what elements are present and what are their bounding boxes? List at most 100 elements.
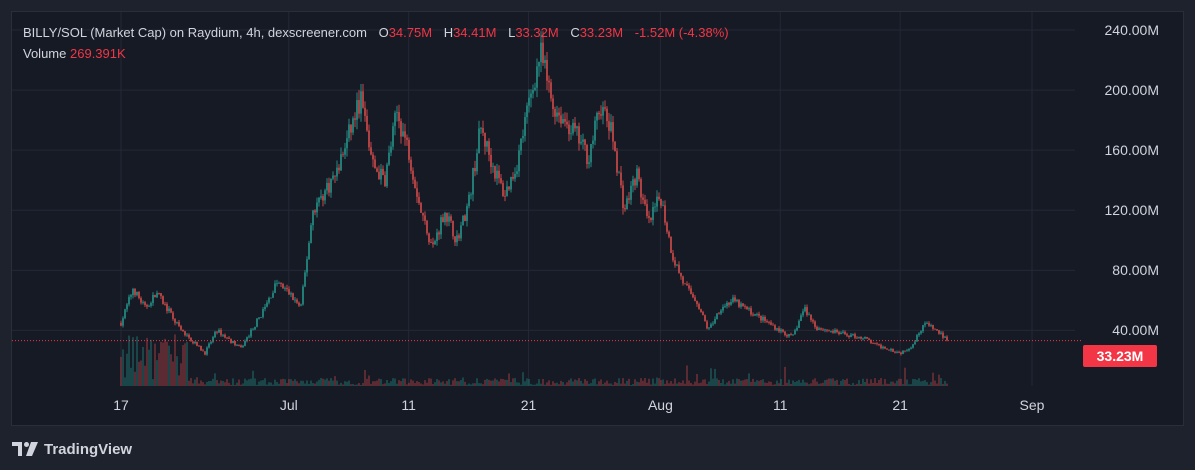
volume-bar: [506, 379, 508, 386]
volume-bar: [448, 379, 450, 386]
volume-bar: [232, 378, 234, 386]
volume-bar: [874, 378, 876, 386]
candle-body: [262, 309, 264, 318]
volume-bar: [196, 377, 198, 386]
candle-body: [584, 139, 586, 145]
candle-body: [342, 154, 344, 156]
volume-bar: [140, 360, 142, 386]
volume-bar: [728, 380, 730, 386]
y-tick-label: 240.00M: [1104, 22, 1159, 39]
legend-change-value: -1.52M (-4.38%): [634, 25, 729, 40]
volume-bar: [850, 384, 852, 386]
volume-bar: [318, 379, 320, 386]
candle-body: [558, 112, 560, 116]
candle-body: [544, 59, 546, 64]
candle-body: [776, 328, 778, 330]
volume-bar: [476, 378, 478, 386]
volume-bar: [446, 381, 448, 386]
volume-bar: [936, 383, 938, 386]
candle-body: [486, 141, 488, 147]
candle-body: [154, 294, 156, 298]
volume-bar: [342, 384, 344, 386]
candle-body: [868, 338, 870, 341]
volume-bar: [488, 379, 490, 386]
candle-body: [480, 128, 482, 129]
candle-body: [940, 332, 942, 334]
candle-body: [530, 93, 532, 98]
candle-body: [916, 335, 918, 342]
candle-body: [634, 179, 636, 186]
candle-body: [120, 322, 122, 326]
candle-body: [380, 168, 382, 180]
candle-body: [816, 326, 818, 330]
volume-bar: [890, 381, 892, 386]
candle-body: [462, 215, 464, 226]
volume-bar: [920, 381, 922, 386]
volume-bar: [364, 369, 366, 386]
volume-bar: [240, 384, 242, 386]
candle-body: [186, 334, 188, 336]
volume-bar: [892, 381, 894, 386]
candle-body: [908, 348, 910, 351]
candle-body: [636, 168, 638, 186]
volume-bar: [660, 380, 662, 386]
volume-bar: [750, 381, 752, 386]
candle-body: [194, 341, 196, 344]
volume-bar: [138, 361, 140, 386]
candle-body: [290, 293, 292, 295]
volume-bar: [826, 379, 828, 386]
volume-bar: [322, 378, 324, 386]
chart-legend: BILLY/SOL (Market Cap) on Raydium, 4h, d…: [23, 25, 729, 67]
chart-frame[interactable]: [11, 11, 1184, 426]
candle-body: [360, 91, 362, 114]
candle-body: [242, 345, 244, 348]
candle-body: [666, 222, 668, 232]
volume-bar: [436, 379, 438, 386]
volume-bar: [374, 381, 376, 386]
candle-body: [782, 329, 784, 332]
candle-body: [412, 170, 414, 180]
candle-body: [798, 320, 800, 328]
tradingview-branding[interactable]: TradingView: [12, 439, 132, 459]
candle-body: [706, 321, 708, 329]
candle-body: [496, 170, 498, 179]
volume-bar: [756, 380, 758, 386]
candle-body: [452, 220, 454, 237]
candle-body: [716, 313, 718, 320]
candle-body: [284, 288, 286, 289]
candle-body: [656, 196, 658, 207]
volume-bar: [434, 382, 436, 386]
volume-bar: [916, 379, 918, 386]
volume-bar: [694, 381, 696, 386]
candle-body: [498, 170, 500, 179]
candle-body: [146, 304, 148, 307]
volume-bar: [670, 381, 672, 386]
candle-body: [328, 182, 330, 193]
candle-body: [464, 215, 466, 222]
volume-bar: [546, 382, 548, 386]
volume-bar: [346, 381, 348, 386]
candle-body: [450, 216, 452, 221]
volume-bar: [394, 378, 396, 386]
candle-body: [928, 323, 930, 326]
legend-symbol: BILLY/SOL (Market Cap) on Raydium, 4h, d…: [23, 25, 367, 40]
volume-bar: [284, 379, 286, 386]
volume-bar: [554, 383, 556, 386]
candle-body: [524, 117, 526, 136]
volume-bar: [328, 380, 330, 386]
candle-body: [920, 331, 922, 334]
candle-body: [382, 168, 384, 176]
volume-bar: [330, 378, 332, 386]
volume-bar: [386, 379, 388, 386]
candle-body: [210, 341, 212, 344]
candle-body: [876, 343, 878, 345]
candle-body: [926, 323, 928, 325]
volume-bar: [234, 384, 236, 386]
volume-bar: [180, 363, 182, 386]
volume-bar: [580, 380, 582, 386]
volume-bar: [798, 379, 800, 386]
candle-body: [848, 335, 850, 337]
candle-body: [740, 303, 742, 307]
candle-body: [494, 166, 496, 179]
